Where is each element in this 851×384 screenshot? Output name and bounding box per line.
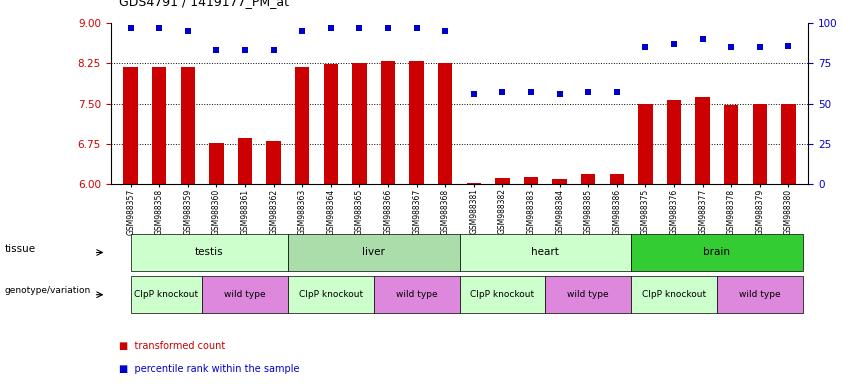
Bar — [781, 104, 796, 184]
Bar — [123, 66, 138, 184]
Point — [553, 91, 567, 97]
Bar — [409, 61, 424, 184]
Bar — [295, 66, 310, 184]
Bar — [266, 141, 281, 184]
Bar — [609, 174, 624, 184]
Point — [381, 25, 395, 31]
Bar — [466, 183, 481, 184]
Point — [638, 44, 652, 50]
Text: wild type: wild type — [568, 290, 609, 299]
Text: ■  transformed count: ■ transformed count — [119, 341, 226, 351]
Text: brain: brain — [704, 247, 730, 258]
Point — [495, 89, 509, 96]
Text: genotype/variation: genotype/variation — [4, 286, 90, 295]
Point — [438, 28, 452, 34]
Point — [667, 41, 681, 47]
Bar — [323, 64, 338, 184]
Bar — [381, 61, 395, 184]
Text: tissue: tissue — [4, 243, 36, 254]
Text: ClpP knockout: ClpP knockout — [471, 290, 534, 299]
Point — [324, 25, 338, 31]
Text: wild type: wild type — [739, 290, 780, 299]
Text: testis: testis — [195, 247, 224, 258]
Point — [467, 91, 481, 97]
Text: ClpP knockout: ClpP knockout — [642, 290, 706, 299]
Point — [209, 47, 223, 53]
Bar — [581, 174, 596, 184]
Text: wild type: wild type — [396, 290, 437, 299]
Point — [724, 44, 738, 50]
Bar — [524, 177, 538, 184]
Text: ClpP knockout: ClpP knockout — [134, 290, 198, 299]
Text: heart: heart — [531, 247, 559, 258]
Point — [781, 43, 795, 49]
Bar — [180, 66, 195, 184]
Text: GDS4791 / 1419177_PM_at: GDS4791 / 1419177_PM_at — [119, 0, 289, 8]
Point — [181, 28, 195, 34]
Point — [267, 47, 281, 53]
Point — [124, 25, 138, 31]
Bar — [152, 66, 167, 184]
Point — [352, 25, 366, 31]
Point — [410, 25, 424, 31]
Point — [152, 25, 166, 31]
Bar — [724, 105, 739, 184]
Bar — [638, 104, 653, 184]
Point — [238, 47, 252, 53]
Bar — [209, 144, 224, 184]
Point — [696, 36, 710, 42]
Text: ■  percentile rank within the sample: ■ percentile rank within the sample — [119, 364, 300, 374]
Bar — [495, 178, 510, 184]
Bar — [667, 101, 681, 184]
Bar — [438, 63, 453, 184]
Point — [295, 28, 309, 34]
Bar — [695, 97, 710, 184]
Bar — [752, 104, 767, 184]
Bar — [552, 179, 567, 184]
Bar — [238, 138, 252, 184]
Point — [524, 89, 538, 96]
Bar — [352, 63, 367, 184]
Text: liver: liver — [363, 247, 386, 258]
Point — [610, 89, 624, 96]
Point — [753, 44, 767, 50]
Text: ClpP knockout: ClpP knockout — [299, 290, 363, 299]
Point — [581, 89, 595, 96]
Text: wild type: wild type — [224, 290, 266, 299]
